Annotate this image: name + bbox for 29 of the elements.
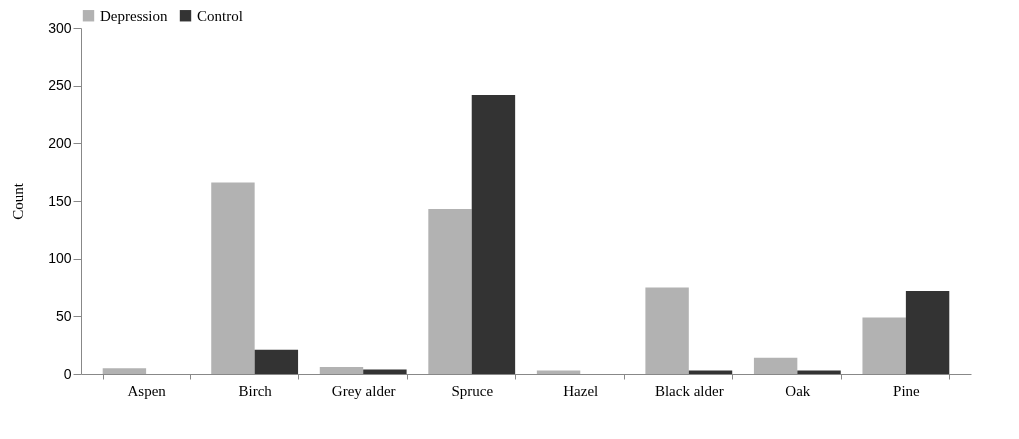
y-axis-title: Count xyxy=(10,182,27,220)
y-tick-label: 0 xyxy=(63,365,72,382)
y-tick-label: 150 xyxy=(48,192,72,209)
x-tick-label: Spruce xyxy=(451,382,494,399)
bar xyxy=(471,94,516,374)
x-tick-label: Aspen xyxy=(127,382,167,399)
y-tick-label: 50 xyxy=(55,307,72,324)
x-tick-label: Oak xyxy=(785,382,811,399)
y-tick-label: 250 xyxy=(48,77,72,94)
bar xyxy=(753,357,798,374)
bar xyxy=(428,209,472,374)
x-tick-label: Pine xyxy=(893,382,921,399)
legend-label: Control xyxy=(197,7,243,24)
legend-label: Depression xyxy=(100,7,168,24)
bar xyxy=(363,369,407,374)
y-tick-label: 200 xyxy=(48,134,72,151)
bar xyxy=(905,290,950,374)
x-tick-label: Grey alder xyxy=(331,382,396,399)
x-tick-label: Hazel xyxy=(563,382,599,399)
y-tick-label: 300 xyxy=(48,19,72,36)
x-tick-label: Black alder xyxy=(654,382,724,399)
bar xyxy=(319,367,364,374)
bar xyxy=(211,182,255,374)
bar xyxy=(102,368,147,374)
bar xyxy=(254,349,299,374)
y-tick-label: 100 xyxy=(48,250,72,267)
x-tick-label: Birch xyxy=(238,382,273,399)
bar xyxy=(862,317,906,374)
bar xyxy=(645,287,689,374)
